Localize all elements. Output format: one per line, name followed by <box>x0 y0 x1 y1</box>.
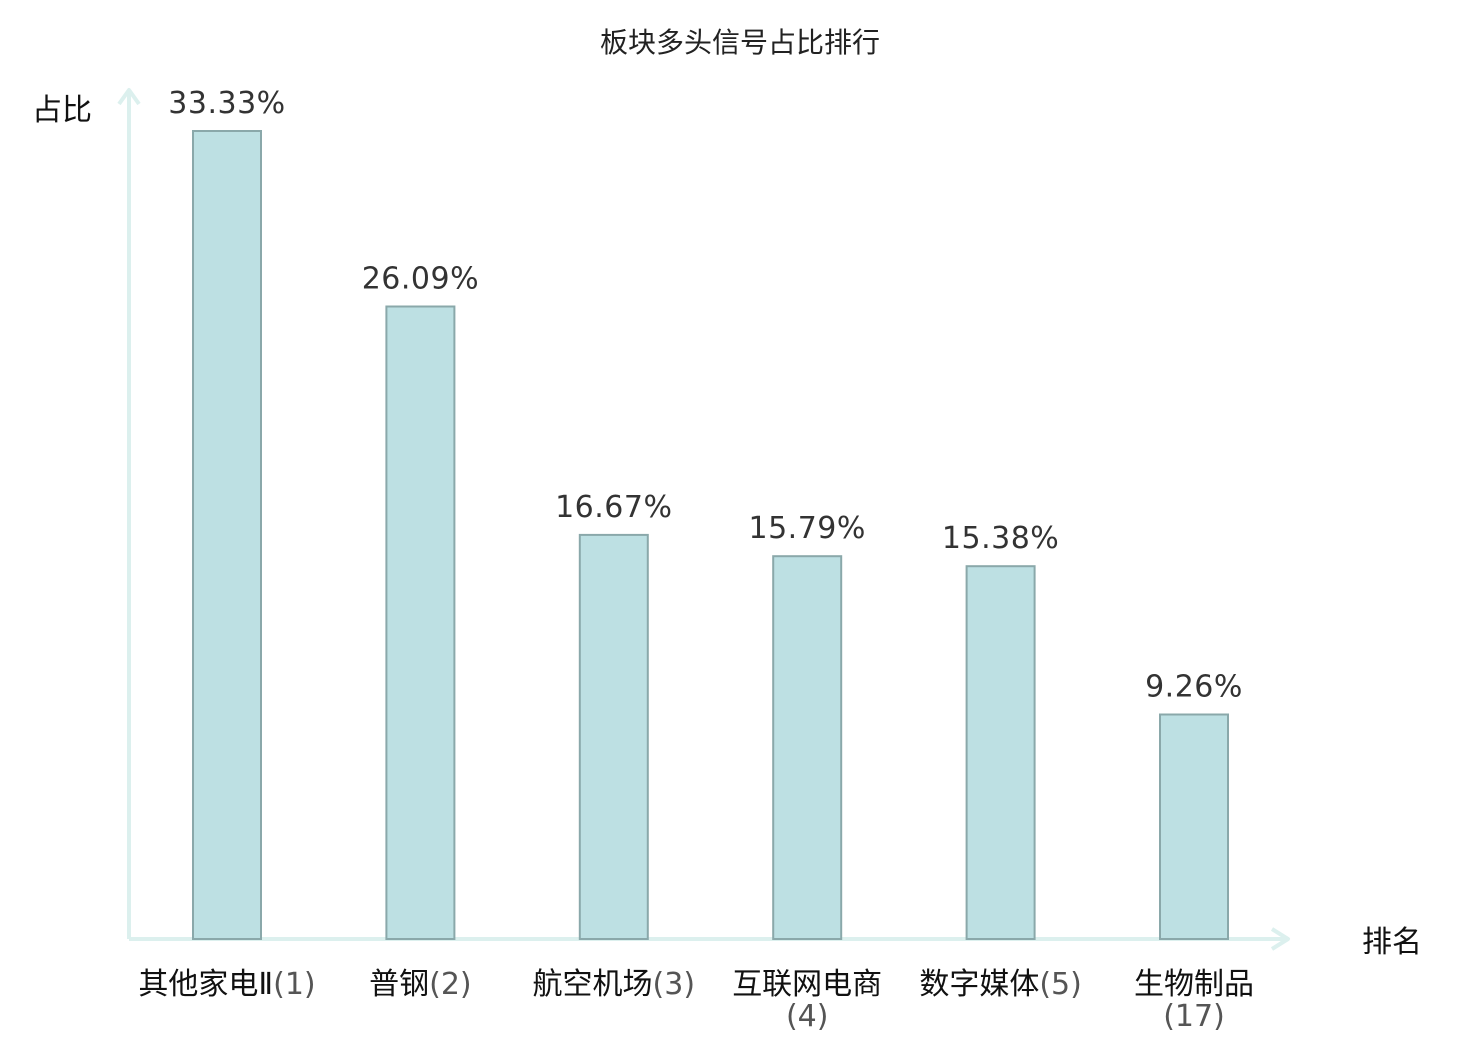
bars <box>192 130 1229 941</box>
bar-value-label: 9.26% <box>1145 670 1243 705</box>
chart-title: 板块多头信号占比排行 <box>600 26 880 59</box>
bar-value-label: 15.79% <box>749 511 866 546</box>
bar <box>772 555 843 940</box>
category-rank: (17) <box>1163 999 1225 1034</box>
bar <box>1159 713 1229 940</box>
y-axis-label: 占比 <box>32 93 92 128</box>
category-label-text: 其他家电Ⅱ(1) <box>138 967 315 1002</box>
category-label-text: 数字媒体(5) <box>919 967 1082 1002</box>
category-name: 普钢 <box>369 967 429 1002</box>
category-rank: (3) <box>653 967 696 1002</box>
category-rank: (5) <box>1039 967 1082 1002</box>
category-rank: (1) <box>273 967 316 1002</box>
category-label: 数字媒体(5) <box>919 967 1082 1002</box>
bar-value-label: 16.67% <box>555 490 672 525</box>
x-axis-arrow <box>1270 927 1290 951</box>
bar <box>578 533 649 941</box>
category-label: 普钢(2) <box>369 967 472 1002</box>
category-name: 其他家电Ⅱ <box>138 967 273 1002</box>
category-name-line1: 生物制品 <box>1134 967 1254 1002</box>
bar <box>385 305 456 940</box>
category-rank: (2) <box>429 967 472 1002</box>
axes <box>117 88 1290 951</box>
category-name-line1: 互联网电商 <box>732 967 882 1002</box>
category-name: 数字媒体 <box>919 967 1039 1002</box>
value-labels: 33.33% 26.09% 16.67% 15.79% 15.38% 9.26% <box>168 86 1243 705</box>
category-label: 生物制品(17) <box>1134 967 1254 1034</box>
category-label: 其他家电Ⅱ(1) <box>138 967 315 1002</box>
category-label-line2: (4) <box>786 999 829 1034</box>
category-label: 航空机场(3) <box>533 967 696 1002</box>
y-axis-arrow <box>117 88 141 106</box>
bar-value-label: 15.38% <box>942 521 1059 556</box>
category-label: 互联网电商(4) <box>732 967 882 1034</box>
x-axis-label: 排名 <box>1362 925 1422 960</box>
bar-value-label: 33.33% <box>168 86 285 121</box>
category-label-text: 航空机场(3) <box>533 967 696 1002</box>
category-label-text: 普钢(2) <box>369 967 472 1002</box>
category-labels: 其他家电Ⅱ(1) 普钢(2) 航空机场(3) 互联网电商(4)数字媒体(5) 生物制品(… <box>138 967 1254 1034</box>
category-name: 航空机场 <box>533 967 653 1002</box>
bar <box>965 565 1036 940</box>
category-label-line2: (17) <box>1163 999 1225 1034</box>
category-rank: (4) <box>786 999 829 1034</box>
bar-value-label: 26.09% <box>362 262 479 297</box>
bar <box>192 130 262 940</box>
